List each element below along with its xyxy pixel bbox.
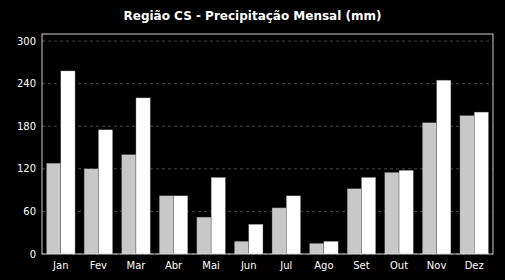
x-tick-label: Jun <box>240 260 257 271</box>
x-tick-label: Ago <box>314 260 333 271</box>
bar <box>361 177 375 254</box>
bar <box>61 71 75 254</box>
bar <box>286 196 300 254</box>
bar <box>460 116 474 254</box>
y-tick-label: 60 <box>23 206 36 217</box>
grid-line <box>42 83 493 84</box>
bar <box>98 130 112 254</box>
bar <box>234 241 248 254</box>
x-tick-label: Mai <box>202 260 220 271</box>
x-tick-label: Mar <box>127 260 147 271</box>
bar <box>249 224 263 254</box>
x-tick-label: Nov <box>427 260 447 271</box>
title: Região CS - Precipitação Mensal (mm) <box>124 9 382 23</box>
bar <box>310 243 324 254</box>
x-tick-label: Out <box>390 260 408 271</box>
bar <box>84 169 98 254</box>
x-tick-label: Fev <box>90 260 107 271</box>
y-tick-label: 180 <box>17 121 36 132</box>
bar <box>347 189 361 254</box>
background <box>0 0 505 280</box>
bar <box>272 208 286 254</box>
chart-svg: Região CS - Precipitação Mensal (mm) 0 60 1… <box>0 0 505 280</box>
x-tick-label: Jul <box>279 260 292 271</box>
bar <box>197 217 211 254</box>
bar <box>174 196 188 254</box>
bars <box>47 71 489 254</box>
bar <box>422 123 436 254</box>
grid-line <box>42 41 493 42</box>
bar <box>122 155 136 254</box>
y-tick-label: 240 <box>17 78 36 89</box>
x-tick-label: Abr <box>165 260 183 271</box>
bar <box>136 98 150 254</box>
y-tick-label: 0 <box>30 249 36 260</box>
x-tick-label: Dez <box>465 260 484 271</box>
bar <box>211 177 225 254</box>
bar <box>47 163 61 254</box>
y-grid <box>42 41 493 254</box>
x-tick-label: Jan <box>52 260 68 271</box>
chart-container: Região CS - Precipitação Mensal (mm) 0 60 1… <box>0 0 505 280</box>
bar <box>437 80 451 254</box>
bar <box>399 170 413 254</box>
plot-frame <box>42 34 493 254</box>
bar <box>324 241 338 254</box>
bar <box>159 196 173 254</box>
bar <box>474 112 488 254</box>
x-tick-label: Set <box>353 260 370 271</box>
y-tick-label: 120 <box>17 163 36 174</box>
y-tick-label: 300 <box>17 36 36 47</box>
bar <box>385 172 399 254</box>
